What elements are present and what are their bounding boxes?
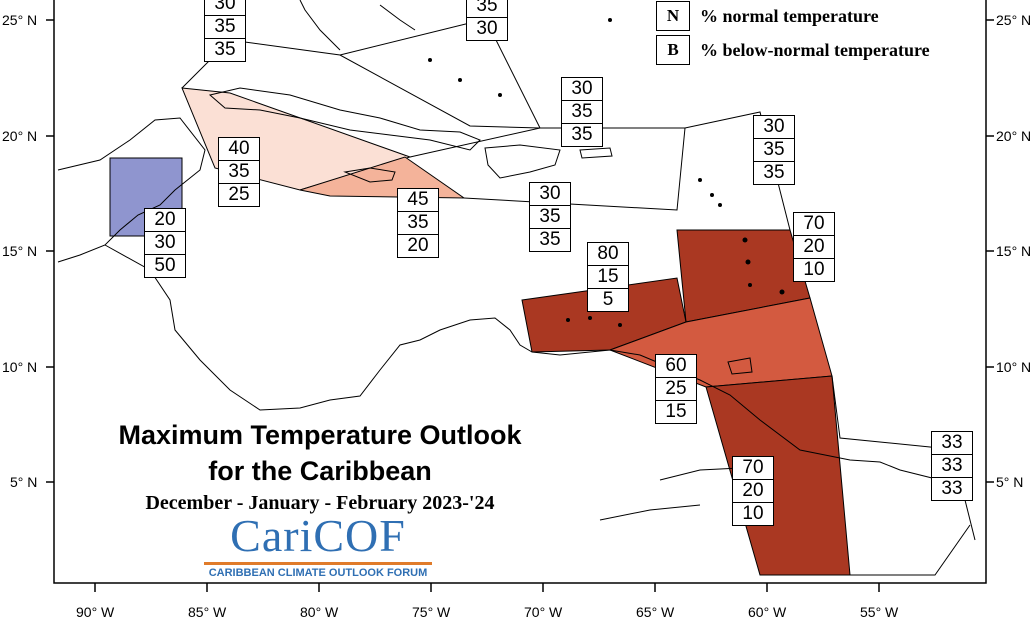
- probability-value: 35: [398, 211, 438, 234]
- lon-tick-label: 65° W: [636, 604, 675, 620]
- probability-value: 20: [398, 234, 438, 257]
- probability-value: 35: [562, 100, 602, 123]
- lat-tick-label-left: 25° N: [2, 12, 38, 28]
- probability-box-jamaica: 45 35 20: [397, 188, 439, 258]
- lon-tick-label: 85° W: [188, 604, 227, 620]
- map-title-line2: for the Caribbean: [208, 456, 432, 486]
- probability-value: 33: [941, 432, 963, 453]
- probability-value: 10: [794, 258, 834, 281]
- lon-tick-label: 80° W: [300, 604, 339, 620]
- map-title-line1: Maximum Temperature Outlook: [118, 420, 522, 450]
- lat-tick-label-right: 10° N: [996, 359, 1032, 375]
- zone-guyana: [705, 375, 851, 576]
- probability-box-belize: 20 30 50: [144, 208, 186, 278]
- probability-box-trinidad: 60 25 15: [655, 354, 697, 424]
- probability-value: 20: [794, 235, 834, 258]
- lon-tick-label: 55° W: [860, 604, 899, 620]
- probability-value: 15: [588, 265, 628, 288]
- probability-box-turks-caicos: 35 30: [466, 0, 508, 41]
- probability-value: 30: [571, 78, 593, 99]
- lon-tick-label: 60° W: [748, 604, 787, 620]
- lat-tick-label-right: 15° N: [996, 243, 1032, 259]
- legend-label: % normal temperature: [700, 5, 879, 26]
- legend-below: B % below-normal temperature: [656, 35, 930, 65]
- probability-value: 10: [733, 502, 773, 525]
- probability-value: 20: [154, 209, 176, 230]
- probability-box-guyana: 70 20 10: [732, 456, 774, 526]
- lat-tick-label-right: 25° N: [996, 12, 1032, 28]
- probability-box-northern-leewards: 30 35 35: [753, 115, 795, 185]
- probability-value: 33: [932, 477, 972, 500]
- probability-box-bahamas-north: 30 35 35: [204, 0, 246, 62]
- probability-value: 45: [407, 189, 429, 210]
- lon-tick-label: 75° W: [412, 604, 451, 620]
- legend-label: % below-normal temperature: [700, 39, 930, 60]
- probability-box-windwards: 70 20 10: [793, 212, 835, 282]
- probability-value: 35: [219, 160, 259, 183]
- probability-value: 25: [219, 183, 259, 206]
- probability-value: 30: [145, 231, 185, 254]
- probability-box-cuba-west: 40 35 25: [218, 137, 260, 207]
- probability-value: 35: [754, 138, 794, 161]
- probability-value: 50: [145, 254, 185, 277]
- probability-value: 30: [539, 183, 561, 204]
- probability-value: 70: [742, 457, 764, 478]
- probability-value: 35: [205, 38, 245, 61]
- map-border: [53, 0, 987, 584]
- probability-value: 25: [656, 377, 696, 400]
- forecast-period: December - January - February 2023-'24: [145, 492, 495, 514]
- probability-value: 30: [467, 17, 507, 40]
- lon-tick-label: 90° W: [76, 604, 115, 620]
- lat-tick-label-left: 10° N: [2, 359, 38, 375]
- caricof-logo: CariCOF CARIBBEAN CLIMATE OUTLOOK FORUM: [200, 512, 436, 579]
- probability-value: 15: [656, 400, 696, 423]
- lat-tick-label-left: 5° N: [10, 474, 38, 490]
- probability-value: 80: [597, 243, 619, 264]
- probability-value: 70: [803, 213, 825, 234]
- logo-subtitle: CARIBBEAN CLIMATE OUTLOOK FORUM: [208, 567, 428, 579]
- probability-value: 5: [588, 288, 628, 311]
- legend-key: B: [656, 35, 690, 65]
- coastlines: [57, 0, 976, 541]
- probability-box-northern-caribbean: 30 35 35: [561, 77, 603, 147]
- lat-tick-label-left: 20° N: [2, 128, 38, 144]
- probability-box-french-guiana: 33 33 33: [931, 431, 973, 501]
- lat-tick-label-right: 20° N: [996, 128, 1032, 144]
- lat-tick-label-left: 15° N: [2, 243, 38, 259]
- probability-value: 35: [562, 123, 602, 146]
- small-islands: [428, 18, 785, 327]
- logo-wordmark: CariCOF: [230, 510, 406, 561]
- probability-value: 35: [530, 228, 570, 251]
- logo-rule: [204, 562, 432, 565]
- probability-value: 20: [733, 479, 773, 502]
- axis-ticks: [46, 19, 994, 592]
- probability-value: 60: [665, 355, 687, 376]
- zone-outlines: [181, 7, 971, 576]
- legend-normal: N % normal temperature: [656, 1, 879, 31]
- probability-value: 35: [530, 205, 570, 228]
- probability-value: 35: [205, 15, 245, 38]
- probability-value: 35: [754, 161, 794, 184]
- lat-tick-label-right: 5° N: [996, 474, 1024, 490]
- probability-value: 30: [763, 116, 785, 137]
- probability-box-hispaniola-south: 30 35 35: [529, 182, 571, 252]
- probability-value: 33: [932, 454, 972, 477]
- lon-tick-label: 70° W: [524, 604, 563, 620]
- probability-value: 40: [228, 138, 250, 159]
- probability-box-abc-islands: 80 15 5: [587, 242, 629, 312]
- probability-value: 35: [476, 0, 498, 16]
- probability-value: 30: [214, 0, 236, 14]
- legend-key: N: [656, 1, 690, 31]
